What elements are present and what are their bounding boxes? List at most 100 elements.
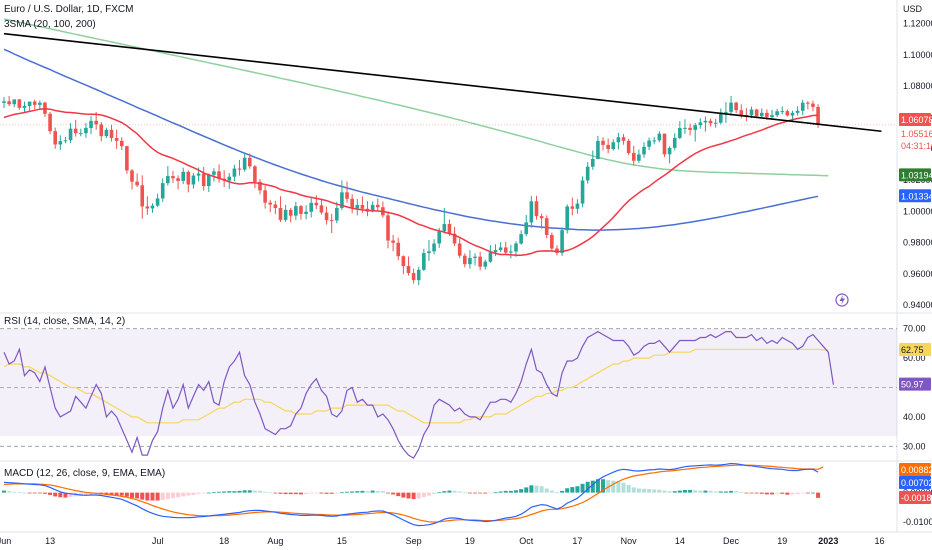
- macd-histogram-bar[interactable]: [713, 491, 718, 493]
- macd-histogram-bar[interactable]: [432, 492, 437, 495]
- macd-histogram-bar[interactable]: [616, 481, 621, 493]
- macd-histogram-bar[interactable]: [667, 491, 672, 493]
- macd-histogram-bar[interactable]: [411, 492, 416, 500]
- candle-body[interactable]: [647, 140, 651, 147]
- candle-body[interactable]: [324, 212, 329, 221]
- macd-histogram-bar[interactable]: [119, 492, 124, 496]
- candle-body[interactable]: [99, 124, 104, 137]
- macd-histogram-bar[interactable]: [211, 492, 216, 494]
- candle-body[interactable]: [140, 185, 145, 207]
- candle-body[interactable]: [335, 207, 339, 221]
- macd-histogram-bar[interactable]: [478, 492, 483, 494]
- candle-body[interactable]: [27, 101, 32, 106]
- candle-body[interactable]: [806, 102, 810, 104]
- candle-body[interactable]: [509, 251, 513, 253]
- candle-body[interactable]: [294, 206, 298, 216]
- macd-histogram-bar[interactable]: [278, 492, 283, 494]
- macd-histogram-bar[interactable]: [350, 491, 355, 493]
- macd-histogram-bar[interactable]: [370, 490, 375, 493]
- candle-body[interactable]: [580, 180, 585, 204]
- macd-histogram-bar[interactable]: [636, 488, 641, 493]
- macd-histogram-bar[interactable]: [283, 492, 288, 495]
- macd-histogram-bar[interactable]: [32, 492, 37, 494]
- macd-histogram-bar[interactable]: [534, 485, 539, 493]
- macd-histogram-bar[interactable]: [790, 492, 795, 495]
- macd-histogram-bar[interactable]: [324, 492, 329, 494]
- macd-histogram-bar[interactable]: [462, 492, 467, 494]
- macd-histogram-bar[interactable]: [160, 492, 165, 500]
- macd-histogram-bar[interactable]: [252, 490, 257, 493]
- candle-body[interactable]: [488, 252, 493, 262]
- candle-body[interactable]: [396, 242, 401, 257]
- candle-body[interactable]: [258, 181, 262, 191]
- macd-histogram-bar[interactable]: [816, 492, 821, 498]
- macd-histogram-bar[interactable]: [493, 492, 498, 494]
- macd-histogram-bar[interactable]: [406, 492, 411, 499]
- candle-body[interactable]: [795, 110, 800, 113]
- candle-body[interactable]: [268, 202, 273, 205]
- macd-histogram-bar[interactable]: [421, 492, 426, 497]
- macd-line[interactable]: [3, 462, 819, 527]
- macd-histogram-bar[interactable]: [375, 490, 380, 493]
- macd-histogram-bar[interactable]: [677, 490, 682, 493]
- candle-body[interactable]: [724, 111, 728, 113]
- macd-histogram-bar[interactable]: [703, 490, 708, 493]
- candle-body[interactable]: [125, 146, 129, 171]
- candle-body[interactable]: [288, 209, 293, 216]
- candle-body[interactable]: [304, 211, 308, 214]
- macd-histogram-bar[interactable]: [37, 492, 42, 494]
- macd-histogram-bar[interactable]: [293, 492, 298, 495]
- candle-body[interactable]: [652, 140, 657, 142]
- rsi-line[interactable]: [3, 330, 834, 459]
- macd-histogram-bar[interactable]: [488, 492, 493, 494]
- candle-body[interactable]: [534, 201, 539, 217]
- candle-body[interactable]: [391, 240, 395, 243]
- candle-body[interactable]: [667, 147, 672, 155]
- candle-body[interactable]: [524, 222, 529, 235]
- macd-histogram-bar[interactable]: [63, 492, 68, 498]
- candle-body[interactable]: [181, 171, 185, 181]
- candle-body[interactable]: [631, 153, 636, 161]
- macd-histogram-bar[interactable]: [693, 490, 698, 493]
- macd-histogram-bar[interactable]: [109, 492, 114, 495]
- candle-body[interactable]: [7, 101, 11, 105]
- macd-histogram-bar[interactable]: [186, 492, 191, 496]
- candle-body[interactable]: [683, 127, 687, 129]
- candle-body[interactable]: [437, 231, 441, 244]
- candle-body[interactable]: [606, 144, 610, 149]
- candle-body[interactable]: [247, 157, 252, 167]
- macd-histogram-bar[interactable]: [329, 492, 334, 494]
- macd-histogram-bar[interactable]: [176, 492, 181, 498]
- candle-body[interactable]: [785, 111, 790, 116]
- candle-body[interactable]: [319, 205, 324, 213]
- candle-body[interactable]: [621, 137, 626, 141]
- candle-body[interactable]: [38, 102, 42, 105]
- candle-body[interactable]: [637, 154, 641, 161]
- macd-histogram-bar[interactable]: [744, 492, 749, 494]
- macd-histogram-bar[interactable]: [48, 492, 53, 495]
- candle-body[interactable]: [678, 128, 682, 138]
- macd-histogram-bar[interactable]: [339, 492, 344, 494]
- macd-panel[interactable]: [2, 462, 824, 527]
- macd-histogram-bar[interactable]: [621, 482, 626, 493]
- macd-histogram-bar[interactable]: [416, 492, 421, 499]
- macd-histogram-bar[interactable]: [380, 491, 385, 493]
- candle-body[interactable]: [278, 207, 283, 220]
- macd-histogram-bar[interactable]: [345, 491, 350, 493]
- candle-body[interactable]: [780, 111, 785, 113]
- candle-body[interactable]: [544, 218, 549, 236]
- macd-histogram-bar[interactable]: [53, 492, 58, 497]
- candle-body[interactable]: [698, 122, 703, 126]
- macd-histogram-bar[interactable]: [201, 492, 206, 494]
- candle-body[interactable]: [212, 171, 216, 175]
- candle-body[interactable]: [191, 175, 196, 185]
- candle-body[interactable]: [734, 102, 738, 111]
- macd-histogram-bar[interactable]: [355, 491, 360, 493]
- macd-histogram-bar[interactable]: [196, 492, 201, 494]
- macd-histogram-bar[interactable]: [150, 492, 155, 501]
- macd-histogram-bar[interactable]: [805, 492, 810, 494]
- macd-histogram-bar[interactable]: [309, 492, 314, 494]
- macd-histogram-bar[interactable]: [734, 491, 739, 493]
- candle-body[interactable]: [463, 255, 467, 265]
- candle-body[interactable]: [519, 234, 523, 244]
